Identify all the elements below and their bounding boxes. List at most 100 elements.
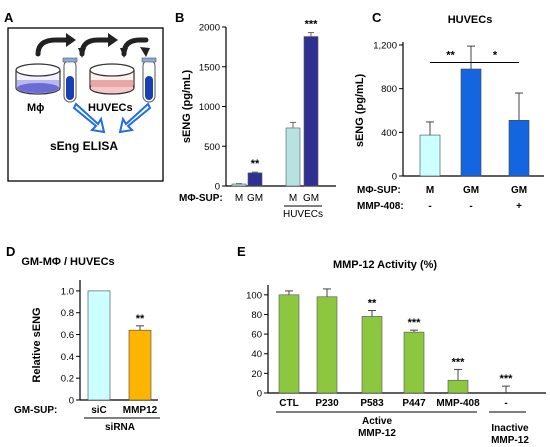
bar: [508, 120, 530, 177]
huvec-dish-icon: [89, 63, 135, 95]
bar: [278, 294, 300, 394]
significance-mark: **: [446, 49, 455, 61]
bar: [316, 296, 338, 394]
group-label-line1: Inactive: [491, 423, 529, 434]
chart-title: HUVECs: [448, 14, 493, 26]
row-label: MΦ-SUP:: [179, 193, 223, 204]
row-value: M: [426, 185, 434, 196]
huvec-label: HUVECs: [88, 102, 133, 114]
y-tick-label: 40: [251, 349, 262, 360]
curved-arrow-3: [121, 37, 149, 57]
bar: [403, 331, 425, 394]
arrowhead-3: [140, 47, 150, 57]
panel-d-label: D: [6, 244, 15, 259]
chart-d: GM-MΦ / HUVECs 0 0.2 0.4 0.6 0.8 1.0 Relative s…: [14, 256, 160, 433]
curved-arrow-1: [35, 37, 69, 57]
chart-b: 0 500 1000 1500 2000 sENG (pg/mL) M ** GM M *** GM M…: [179, 19, 336, 220]
transfer-arrows: [35, 37, 149, 57]
bar: [361, 316, 383, 394]
x-category-label: GM: [247, 193, 263, 204]
group-label-line2: MMP-12: [358, 428, 396, 439]
group-label-line1: Active: [362, 416, 392, 427]
y-tick-label: 20: [251, 369, 262, 380]
arrowhead-1: [66, 33, 76, 47]
bar: [231, 183, 247, 187]
y-axis-title: sENG (pg/mL): [354, 74, 366, 148]
row-label: MMP-408:: [357, 201, 404, 212]
x-category-label: -: [504, 398, 507, 409]
y-tick-label: 800: [381, 84, 397, 95]
row-value: GM: [511, 185, 527, 196]
significance-mark: **: [368, 298, 377, 310]
macrophage-dish-icon: [15, 63, 61, 95]
arrowhead-down-3: [120, 48, 128, 58]
y-tick-label: 1.0: [61, 286, 74, 297]
panel-e: E MMP-12 Activity (%) 0 20 40 60 80 100 CTL P230…: [237, 244, 546, 446]
y-tick-label: 0.4: [61, 352, 74, 363]
row-value: +: [516, 201, 522, 212]
bar: [419, 134, 441, 177]
y-tick-label: 0: [69, 396, 74, 407]
group-label: HUVECs: [283, 209, 323, 220]
x-category-label: siC: [91, 405, 107, 416]
macrophage-label: Mϕ: [27, 102, 44, 114]
y-tick-label: 60: [251, 330, 262, 341]
panel-e-label: E: [237, 244, 246, 259]
significance-mark: **: [136, 313, 145, 325]
y-tick-label: 0.6: [61, 330, 74, 341]
x-category-label: P447: [402, 398, 426, 409]
group-label: siRNA: [105, 422, 135, 433]
y-axis-title: Relative sENG: [31, 307, 43, 382]
open-arrow-right: [118, 102, 152, 134]
row-label: GM-SUP:: [14, 405, 57, 416]
bar: [128, 329, 152, 401]
chart-e: MMP-12 Activity (%) 0 20 40 60 80 100 CTL P230 **…: [246, 259, 546, 446]
panel-a-label: A: [4, 10, 14, 25]
y-tick-label: 1,200: [373, 41, 397, 52]
panel-c-label: C: [372, 10, 382, 25]
group-label-line2: MMP-12: [491, 435, 529, 446]
y-tick-label: 0.8: [61, 308, 74, 319]
panel-b-label: B: [175, 10, 184, 25]
y-tick-label: 400: [381, 128, 397, 139]
y-tick-label: 80: [251, 310, 262, 321]
row-label: MΦ-SUP:: [357, 185, 401, 196]
arrowhead-2: [108, 33, 118, 47]
row-value: GM: [463, 185, 479, 196]
y-tick-label: 0: [392, 172, 397, 183]
significance-mark: *: [493, 49, 498, 61]
y-tick-label: 0: [215, 182, 220, 193]
row-value: -: [469, 201, 472, 212]
significance-mark: ***: [305, 19, 319, 31]
panel-d: D GM-MΦ / HUVECs 0 0.2 0.4 0.6 0.8 1.0 Relative…: [6, 244, 160, 433]
bar: [247, 172, 263, 187]
y-axis-title: sENG (pg/mL): [181, 70, 193, 144]
x-category-label: MMP-408: [436, 398, 480, 409]
significance-mark: ***: [500, 373, 514, 385]
x-category-label: P583: [360, 398, 384, 409]
x-category-label: M: [235, 193, 243, 204]
panel-a: A Mϕ: [4, 10, 164, 182]
elisa-label: sEng ELISA: [50, 139, 118, 153]
bar: [87, 290, 111, 401]
y-tick-label: 500: [204, 142, 220, 153]
bar: [460, 68, 482, 177]
bar: [447, 379, 469, 394]
chart-title: GM-MΦ / HUVECs: [21, 256, 114, 268]
y-tick-label: 1000: [199, 102, 220, 113]
tube-icon-1: [62, 57, 78, 103]
x-category-label: GM: [303, 193, 319, 204]
bar: [285, 127, 301, 187]
y-tick-label: 2000: [199, 23, 220, 34]
significance-mark: ***: [452, 356, 466, 368]
x-category-label: CTL: [279, 398, 298, 409]
y-tick-label: 1500: [199, 62, 220, 73]
y-tick-label: 0: [257, 389, 262, 400]
panel-a-frame: [7, 27, 164, 182]
y-tick-label: 0.2: [61, 374, 74, 385]
tube-icon-2: [141, 57, 157, 103]
row-value: -: [428, 201, 431, 212]
